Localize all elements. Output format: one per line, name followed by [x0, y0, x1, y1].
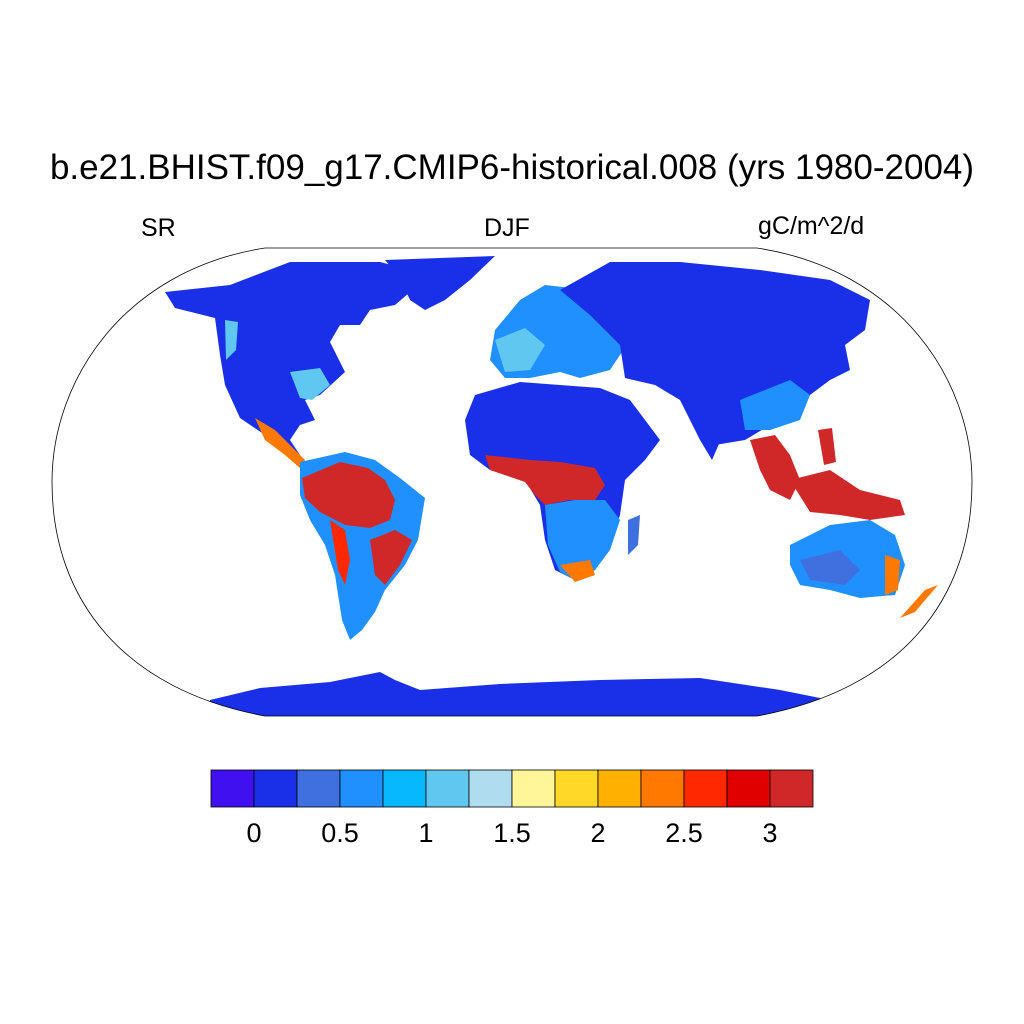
colorbar-swatch	[554, 769, 599, 808]
colorbar-swatch	[425, 769, 470, 808]
colorbar-tick-label: 3	[762, 818, 778, 848]
colorbar-tick-label: 0	[246, 818, 262, 848]
colorbar-swatch	[468, 769, 513, 808]
colorbar-tick-label: 0.5	[321, 818, 359, 848]
plot-title: b.e21.BHIST.f09_g17.CMIP6-historical.008…	[49, 148, 975, 187]
map-boundary	[51, 247, 973, 717]
sa-andes-region	[330, 520, 350, 585]
colorbar-swatch	[210, 769, 255, 808]
colorbar-swatch	[683, 769, 728, 808]
sa-southeast-region	[370, 530, 412, 585]
greenland-region	[385, 256, 495, 310]
variable-label: SR	[141, 214, 176, 242]
colorbar-swatch	[382, 769, 427, 808]
colorbar-tick-label: 1.5	[493, 818, 531, 848]
philippines-region	[818, 428, 836, 465]
land-field	[165, 256, 938, 716]
colorbar-tick-label: 2.5	[665, 818, 703, 848]
season-label: DJF	[484, 214, 530, 242]
colorbar-swatch	[597, 769, 642, 808]
colorbar-swatch	[769, 769, 814, 808]
colorbar	[210, 769, 814, 808]
units-label: gC/m^2/d	[758, 212, 865, 240]
sa-tip-region	[560, 560, 595, 582]
australia-interior-region	[800, 550, 860, 585]
south-asia-region	[680, 400, 730, 460]
madagascar-region	[628, 515, 640, 555]
na-eastcoast-region	[290, 368, 330, 400]
north-america-region	[165, 262, 430, 455]
new-zealand-region	[900, 585, 938, 618]
east-asia-region	[740, 380, 810, 430]
antarctica-region	[210, 672, 830, 716]
central-africa-region	[485, 455, 605, 505]
colorbar-swatch	[296, 769, 341, 808]
southeast-asia-region	[750, 435, 800, 500]
colorbar-swatch	[339, 769, 384, 808]
indonesia-region	[790, 470, 905, 520]
colorbar-tick-label: 2	[590, 818, 606, 848]
europe-west-region	[495, 328, 545, 372]
amazon-region	[302, 462, 395, 528]
central-america-region	[255, 418, 305, 468]
southern-africa-region	[545, 500, 620, 580]
na-westcoast-region	[225, 320, 238, 360]
colorbar-tick-label: 1	[418, 818, 434, 848]
colorbar-swatch	[726, 769, 771, 808]
australia-east-region	[885, 555, 900, 595]
colorbar-swatch	[511, 769, 556, 808]
colorbar-swatch	[640, 769, 685, 808]
colorbar-swatch	[253, 769, 298, 808]
